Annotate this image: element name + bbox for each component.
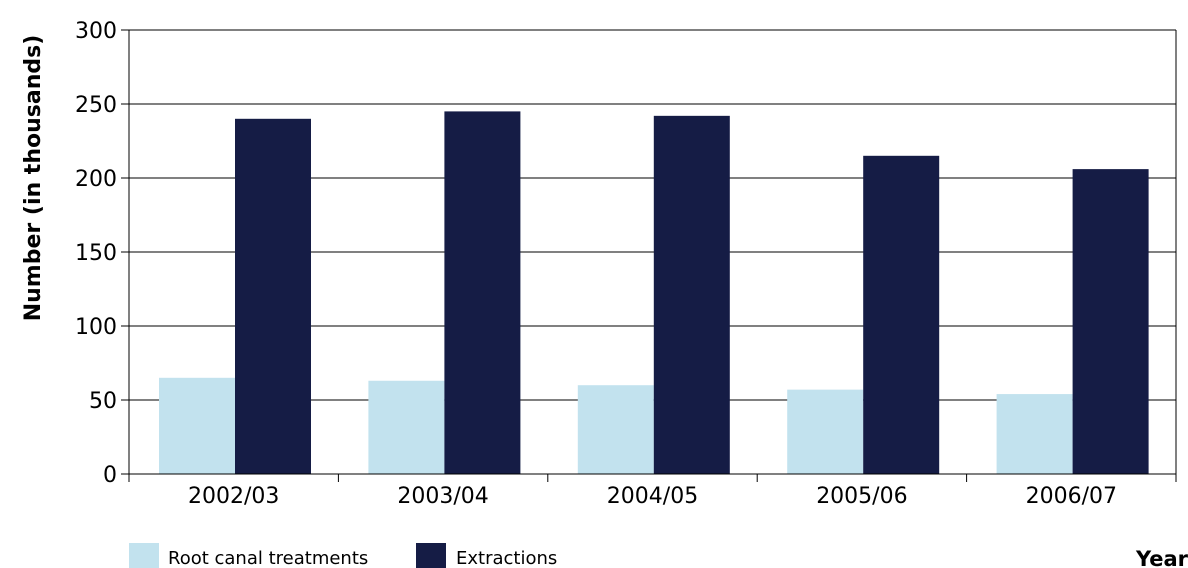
legend: Root canal treatments Extractions xyxy=(129,543,557,568)
x-axis-label: Year xyxy=(1135,547,1188,568)
bar-extractions xyxy=(444,111,521,475)
legend-label-extractions: Extractions xyxy=(456,548,557,568)
legend-swatch-extractions xyxy=(416,543,446,568)
x-tick-labels: 2002/03 2003/04 2004/05 2005/06 2006/07 xyxy=(188,484,1117,509)
bar-extractions xyxy=(863,155,940,475)
x-tick-label: 2003/04 xyxy=(397,484,488,509)
bar-root-canal xyxy=(996,394,1073,474)
axes xyxy=(121,29,1177,482)
legend-swatch-root-canal xyxy=(129,543,159,568)
y-tick-label: 50 xyxy=(89,389,117,414)
bar-root-canal xyxy=(368,380,445,474)
bars xyxy=(159,111,1149,475)
bar-extractions xyxy=(235,118,311,475)
bar-extractions xyxy=(1072,169,1149,474)
y-tick-label: 250 xyxy=(75,93,117,118)
bar-extractions xyxy=(653,115,730,474)
y-tick-label: 100 xyxy=(75,315,117,340)
bar-root-canal xyxy=(787,389,864,474)
x-tick-label: 2004/05 xyxy=(607,484,698,509)
x-tick-label: 2006/07 xyxy=(1026,484,1117,509)
y-axis-label: Number (in thousands) xyxy=(21,35,46,322)
bar-root-canal xyxy=(577,385,654,474)
y-tick-label: 0 xyxy=(103,463,117,488)
y-tick-label: 150 xyxy=(75,241,117,266)
x-tick-label: 2005/06 xyxy=(816,484,907,509)
x-tick-label: 2002/03 xyxy=(188,484,279,509)
y-tick-labels: 0 50 100 150 200 250 300 xyxy=(75,19,117,488)
bar-root-canal xyxy=(159,377,235,474)
y-tick-label: 300 xyxy=(75,19,117,44)
y-tick-label: 200 xyxy=(75,167,117,192)
legend-label-root-canal: Root canal treatments xyxy=(168,548,368,568)
